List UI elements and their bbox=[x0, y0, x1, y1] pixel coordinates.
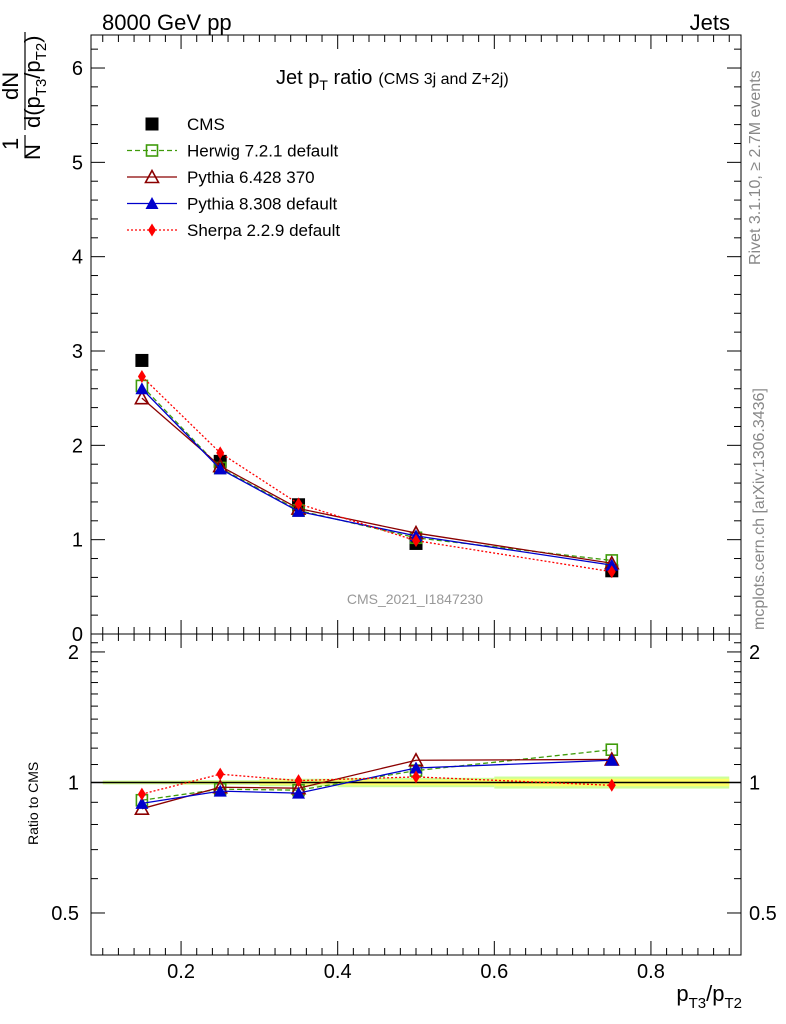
top-point-pythia6 bbox=[134, 389, 150, 405]
ratio-point-pythia8 bbox=[292, 786, 306, 799]
top-line-pythia6 bbox=[141, 397, 612, 564]
ylabel-sub1: T3 bbox=[33, 79, 50, 97]
ratio-point-pythia8 bbox=[605, 753, 619, 766]
top-point-sherpa bbox=[607, 565, 616, 579]
top-point-sherpa bbox=[294, 497, 303, 511]
title-rest: ratio bbox=[328, 67, 372, 89]
y-tick-label-top: 0 bbox=[72, 624, 83, 646]
bottom-panel-frame bbox=[90, 633, 742, 956]
legend-marker-pythia8 bbox=[145, 197, 159, 209]
top-line-pythia8 bbox=[141, 388, 612, 566]
ylabel-sub2: T2 bbox=[33, 43, 50, 61]
legend-label-herwig: Herwig 7.2.1 default bbox=[187, 142, 338, 161]
legend-marker-pythia6 bbox=[144, 168, 160, 184]
top-point-sherpa bbox=[137, 369, 146, 383]
y-tick-label-top: 5 bbox=[72, 152, 83, 174]
x-tick-label: 0.2 bbox=[167, 961, 195, 983]
legend-label-sherpa: Sherpa 2.2.9 default bbox=[187, 221, 340, 240]
y-tick-label-bottom-right: 0.5 bbox=[749, 903, 777, 925]
ratio-line-herwig bbox=[141, 749, 612, 801]
ratio-point-sherpa bbox=[137, 787, 146, 801]
header-jets: Jets bbox=[690, 10, 730, 35]
top-point-pythia8 bbox=[605, 558, 619, 571]
mcplots-label: mcplots.cern.ch [arXiv:1306.3436] bbox=[751, 388, 768, 630]
y-tick-label-top: 4 bbox=[72, 247, 83, 269]
top-series-group bbox=[134, 353, 620, 579]
y-tick-label-top: 1 bbox=[72, 530, 83, 552]
ylabel-d-main: d(p bbox=[20, 96, 45, 128]
ratio-point-pythia8 bbox=[409, 761, 423, 774]
y-tick-label-top: 2 bbox=[72, 435, 83, 457]
ratio-line-sherpa bbox=[141, 773, 612, 795]
legend-marker-herwig bbox=[145, 144, 159, 157]
ratio-point-sherpa bbox=[294, 774, 303, 788]
title-main: Jet p bbox=[276, 67, 319, 89]
legend-label-pythia6: Pythia 6.428 370 bbox=[187, 168, 315, 187]
ratio-point-sherpa bbox=[607, 778, 616, 792]
xlabel-p1: p bbox=[676, 981, 688, 1006]
x-axis-label: pT3/pT2 bbox=[676, 981, 742, 1012]
legend-marker-cms bbox=[145, 117, 159, 131]
legend-label-pythia8: Pythia 8.308 default bbox=[187, 195, 338, 214]
x-tick-label: 0.4 bbox=[324, 961, 352, 983]
rivet-label: Rivet 3.1.10, ≥ 2.7M events bbox=[747, 70, 764, 265]
top-line-herwig bbox=[141, 385, 612, 562]
x-tick-label: 0.8 bbox=[637, 961, 665, 983]
title-small: (CMS 3j and Z+2j) bbox=[378, 71, 508, 88]
y-tick-label-top: 3 bbox=[72, 341, 83, 363]
legend-marker-sherpa bbox=[148, 223, 156, 237]
y-tick-label-bottom: 1 bbox=[68, 772, 79, 794]
top-point-cms bbox=[135, 353, 149, 367]
bottom-axis-ticks: 0.2 0.4 0.6 0.8 0.5 0.5 1 1 2 2 bbox=[51, 633, 777, 983]
y-tick-label-top: 6 bbox=[72, 58, 83, 80]
top-axis-ticks: 0 1 2 3 4 5 6 bbox=[72, 35, 741, 646]
top-point-sherpa bbox=[216, 446, 225, 460]
header-energy: 8000 GeV pp bbox=[102, 10, 232, 35]
title-sub: T bbox=[319, 77, 328, 93]
xlabel-s2: T2 bbox=[724, 995, 742, 1012]
ratio-point-pythia8 bbox=[213, 784, 227, 797]
xlabel-s1: T3 bbox=[689, 995, 707, 1012]
ratio-point-sherpa bbox=[216, 767, 225, 781]
top-point-pythia8 bbox=[213, 462, 227, 475]
y-tick-label-bottom-right: 2 bbox=[749, 642, 760, 664]
ratio-point-pythia8 bbox=[135, 796, 149, 809]
top-line-sherpa bbox=[141, 376, 612, 573]
legend-label-cms: CMS bbox=[187, 115, 225, 134]
ylabel-frac-den: N bbox=[20, 144, 45, 160]
ylabel-d: d(pT3/pT2) bbox=[20, 35, 50, 128]
ratio-point-sherpa bbox=[412, 770, 420, 784]
legend: CMS Herwig 7.2.1 default Pythia 6.428 370 P… bbox=[127, 115, 340, 240]
y-tick-label-bottom: 2 bbox=[68, 642, 79, 664]
xlabel-p2: /p bbox=[706, 981, 724, 1006]
analysis-watermark: CMS_2021_I1847230 bbox=[347, 591, 483, 607]
top-point-sherpa bbox=[412, 534, 420, 548]
x-tick-label: 0.6 bbox=[480, 961, 508, 983]
bottom-series-group bbox=[134, 743, 620, 815]
y-tick-label-bottom-right: 1 bbox=[749, 772, 760, 794]
y-tick-label-bottom: 0.5 bbox=[51, 903, 79, 925]
ratio-y-label: Ratio to CMS bbox=[25, 762, 41, 845]
ylabel-slash: /p bbox=[20, 60, 45, 78]
ylabel-frac-num: 1 bbox=[0, 138, 23, 150]
ylabel-close: ) bbox=[20, 35, 45, 42]
plot-title: Jet pT ratio (CMS 3j and Z+2j) bbox=[276, 67, 509, 93]
top-point-pythia8 bbox=[135, 382, 149, 395]
top-point-pythia8 bbox=[292, 504, 306, 517]
ylabel-dn: dN bbox=[0, 72, 23, 100]
top-y-axis-label: 1 N dN d(pT3/pT2) bbox=[0, 32, 50, 160]
